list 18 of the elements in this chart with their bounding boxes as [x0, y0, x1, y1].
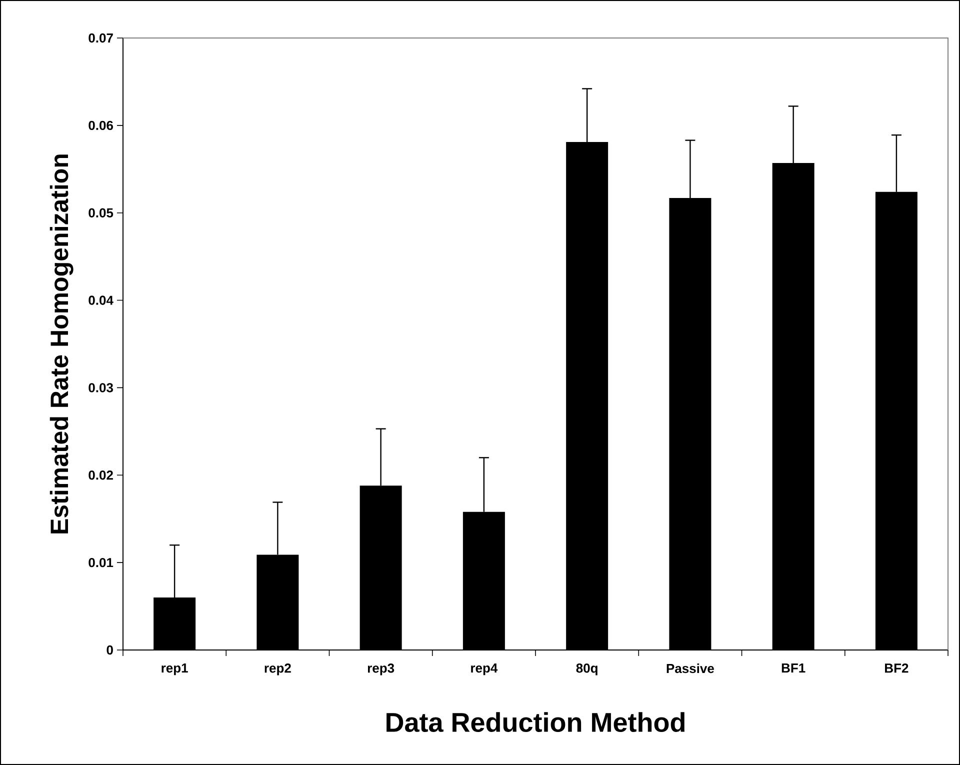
x-tick-label: rep4: [471, 664, 498, 676]
y-tick-label: 0.03: [88, 383, 113, 392]
y-tick-label: 0.04: [88, 296, 114, 305]
y-tick-label: 0.02: [88, 470, 113, 480]
y-tick-label: 0.06: [88, 120, 113, 130]
x-tick-label: BF1: [782, 664, 806, 672]
y-tick-label: 0: [106, 645, 113, 655]
y-tick-label: 0.05: [88, 208, 114, 218]
x-tick-label: 80q: [576, 664, 598, 676]
y-tick-label: 0.07: [88, 33, 113, 43]
y-axis-title: Estimated Rate Homogenization: [50, 154, 74, 534]
x-tick-label: Passive: [666, 664, 714, 674]
x-tick-label: rep3: [368, 664, 394, 676]
y-tick-label: 0.01: [88, 558, 114, 568]
x-tick-label: BF2: [885, 664, 908, 673]
x-axis-title: Data Reduction Method: [386, 712, 684, 732]
x-tick-label: rep1: [162, 664, 188, 676]
x-tick-label: rep2: [264, 664, 291, 676]
